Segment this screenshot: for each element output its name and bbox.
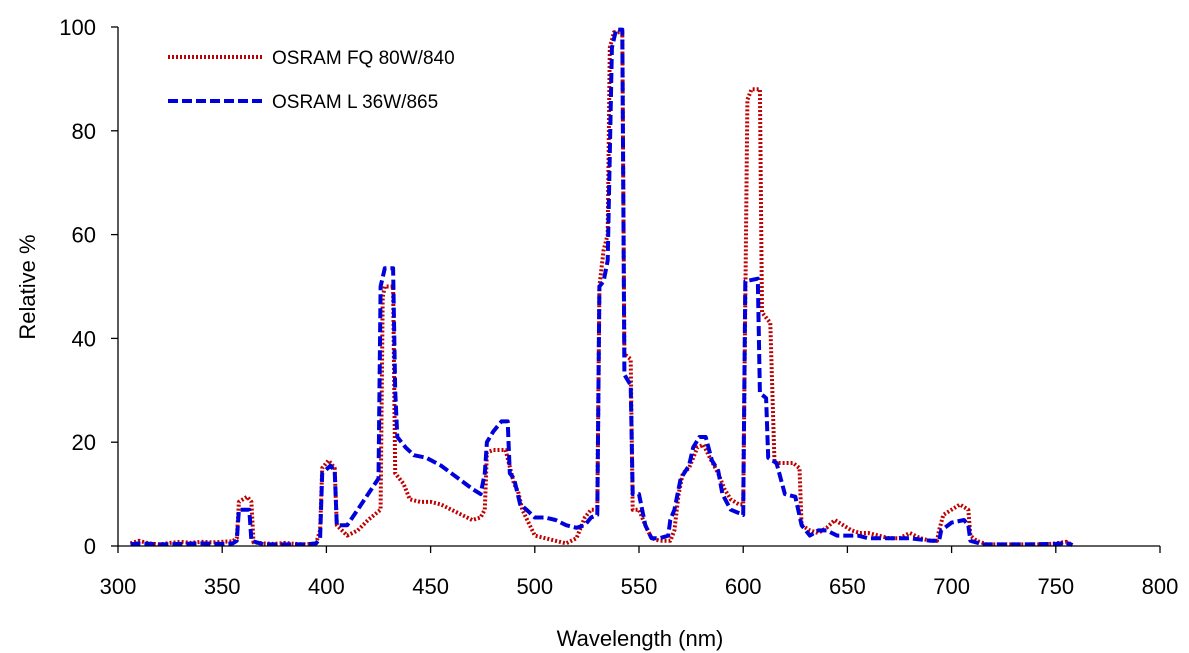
x-tick-label: 750	[1037, 574, 1074, 599]
x-tick-label: 500	[516, 574, 553, 599]
x-tick-labels: 300 350 400 450 500 550 600 650 700 750 800	[100, 574, 1179, 599]
y-tick-label: 20	[72, 430, 96, 455]
plot-lines	[129, 27, 1074, 547]
y-tick-label: 60	[72, 223, 96, 248]
x-tick-label: 650	[829, 574, 866, 599]
y-tick-labels: 0 20 40 60 80 100	[59, 15, 96, 559]
x-tick-label: 300	[100, 574, 137, 599]
x-tick-label: 800	[1142, 574, 1179, 599]
x-tick-label: 400	[308, 574, 345, 599]
axes	[111, 26, 1161, 553]
y-tick-label: 0	[84, 534, 96, 559]
x-tick-label: 550	[621, 574, 658, 599]
y-tick-label: 80	[72, 119, 96, 144]
x-axis-title: Wavelength (nm)	[557, 626, 724, 651]
x-tick-label: 600	[725, 574, 762, 599]
x-tick-label: 700	[933, 574, 970, 599]
y-axis-title: Relative %	[15, 234, 40, 339]
series-line-2	[130, 27, 1074, 547]
legend-label-osram-fq: OSRAM FQ 80W/840	[272, 48, 455, 69]
legend: OSRAM FQ 80W/840 OSRAM L 36W/865	[168, 48, 455, 113]
x-tick-label: 450	[412, 574, 449, 599]
y-tick-label: 100	[59, 15, 96, 40]
legend-label-osram-l: OSRAM L 36W/865	[272, 92, 438, 113]
y-tick-label: 40	[72, 326, 96, 351]
x-tick-label: 350	[204, 574, 241, 599]
